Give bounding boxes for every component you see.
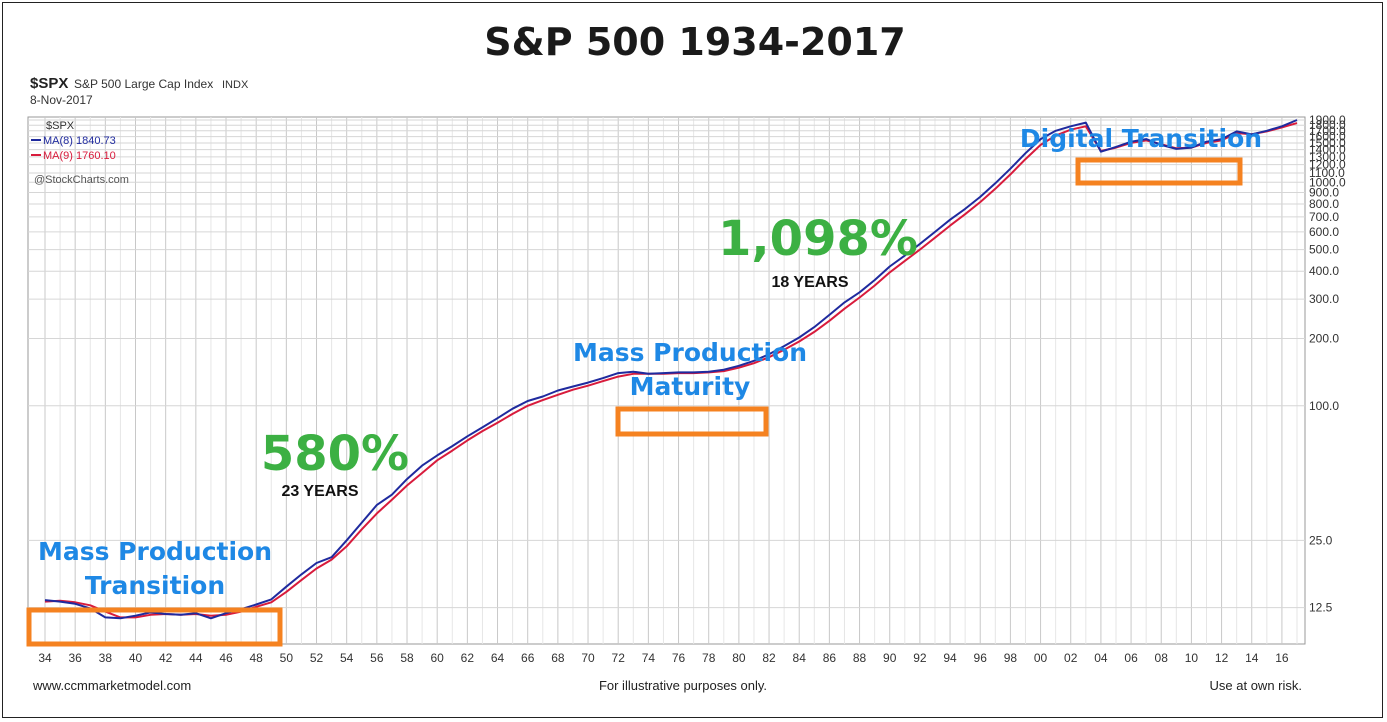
x-tick-label: 58 (400, 651, 414, 665)
x-tick-label: 82 (762, 651, 776, 665)
y-tick-label: 1100.0 (1309, 166, 1345, 180)
y-tick-label: 1000.0 (1309, 175, 1346, 189)
symbol-label: $SPX (30, 75, 68, 92)
x-tick-label: 66 (521, 651, 535, 665)
annotation-text: Mass Production (573, 338, 807, 367)
x-tick-label: 48 (250, 651, 264, 665)
x-tick-label: 44 (189, 651, 203, 665)
x-tick-label: 96 (974, 651, 988, 665)
x-tick-label: 78 (702, 651, 716, 665)
x-tick-label: 02 (1064, 651, 1078, 665)
plot-area (27, 116, 1306, 645)
footer-disclaimer: For illustrative purposes only. (599, 678, 767, 693)
annotation-pct: 580% (261, 426, 409, 482)
legend-symbol: $SPX (46, 120, 75, 132)
stockcharts-watermark: @StockCharts.com (34, 174, 129, 186)
x-tick-label: 00 (1034, 651, 1048, 665)
legend-ma9: MA(9) 1760.10 (43, 150, 116, 162)
x-tick-label: 90 (883, 651, 897, 665)
y-tick-label: 500.0 (1309, 243, 1339, 257)
x-tick-label: 98 (1004, 651, 1018, 665)
x-tick-label: 14 (1245, 651, 1259, 665)
x-tick-label: 76 (672, 651, 686, 665)
legend-ma8: MA(8) 1840.73 (43, 135, 116, 147)
x-tick-label: 12 (1215, 651, 1229, 665)
x-tick-label: 50 (280, 651, 294, 665)
x-tick-label: 36 (68, 651, 82, 665)
x-axis: 34 36 38 40 42 44 46 48 50 52 54 56 58 60 62 64 66 68 70 72… (38, 651, 1289, 665)
exchange-label: INDX (222, 79, 249, 91)
y-tick-label: 900.0 (1309, 186, 1339, 200)
footer-risk: Use at own risk. (1210, 678, 1302, 693)
x-tick-label: 74 (642, 651, 656, 665)
highlight-box-maturity (615, 406, 769, 437)
x-tick-label: 60 (431, 651, 445, 665)
x-tick-label: 40 (129, 651, 143, 665)
y-tick-label: 1800.0 (1309, 118, 1346, 132)
x-tick-label: 56 (370, 651, 384, 665)
x-tick-label: 06 (1124, 651, 1138, 665)
x-tick-label: 64 (491, 651, 505, 665)
x-tick-label: 38 (99, 651, 113, 665)
index-name: S&P 500 Large Cap Index (74, 77, 213, 91)
annotation-text: Transition (85, 571, 225, 600)
y-tick-label: 700.0 (1309, 210, 1339, 224)
x-tick-label: 70 (581, 651, 595, 665)
x-tick-label: 68 (551, 651, 565, 665)
x-tick-label: 34 (38, 651, 52, 665)
y-tick-label: 200.0 (1309, 331, 1339, 345)
highlight-box-digital (1075, 157, 1243, 186)
x-tick-label: 16 (1275, 651, 1289, 665)
y-tick-label: 300.0 (1309, 292, 1339, 306)
annotation-mass-production-maturity: Mass Production Maturity (573, 338, 807, 437)
x-tick-label: 62 (461, 651, 475, 665)
chart-title: S&P 500 1934-2017 (484, 20, 905, 64)
series-line-ma8 (44, 119, 1298, 620)
annotation-text: Digital Transition (1020, 124, 1262, 153)
annotation-pct: 1,098% (718, 211, 918, 267)
x-tick-label: 72 (612, 651, 626, 665)
x-tick-label: 04 (1094, 651, 1108, 665)
y-tick-label: 800.0 (1309, 197, 1339, 211)
y-tick-label: 1700.0 (1309, 124, 1346, 138)
x-tick-label: 86 (823, 651, 837, 665)
y-tick-label: 100.0 (1309, 399, 1339, 413)
annotation-years: 23 YEARS (281, 483, 358, 500)
grid (28, 117, 1305, 644)
x-tick-label: 42 (159, 651, 173, 665)
x-tick-label: 52 (310, 651, 324, 665)
y-tick-label: 25.0 (1309, 533, 1333, 547)
annotation-580-pct: 580% 23 YEARS (261, 426, 409, 500)
footer-website: www.ccmmarketmodel.com (32, 678, 191, 693)
annotation-1098-pct: 1,098% 18 YEARS (718, 211, 918, 291)
annotation-digital-transition: Digital Transition (1020, 124, 1262, 186)
x-tick-label: 46 (219, 651, 233, 665)
y-tick-label: 1400.0 (1309, 143, 1346, 157)
annotation-text: Mass Production (38, 537, 272, 566)
y-tick-label: 600.0 (1309, 225, 1339, 239)
x-tick-label: 94 (943, 651, 957, 665)
y-axis: 12.5 25.0 100.0 200.0 300.0 400.0 500.0 600.070… (1309, 113, 1346, 615)
y-tick-label: 1600.0 (1309, 130, 1346, 144)
x-tick-label: 92 (913, 651, 927, 665)
y-tick-label: 1900.0 (1309, 113, 1346, 127)
x-tick-label: 80 (732, 651, 746, 665)
y-tick-label: 1500.0 (1309, 136, 1346, 150)
highlight-box-transition (26, 607, 283, 647)
y-tick-label: 400.0 (1309, 264, 1339, 278)
annotation-mass-production-transition: Mass Production Transition (26, 537, 283, 647)
chart-date: 8-Nov-2017 (30, 93, 93, 107)
y-tick-label: 12.5 (1309, 601, 1333, 615)
x-tick-label: 54 (340, 651, 354, 665)
y-tick-label: 1200.0 (1309, 158, 1346, 172)
x-tick-label: 10 (1185, 651, 1199, 665)
annotation-years: 18 YEARS (771, 274, 848, 291)
x-tick-label: 84 (793, 651, 807, 665)
x-tick-label: 88 (853, 651, 867, 665)
y-tick-label: 1300.0 (1309, 150, 1346, 164)
x-tick-label: 08 (1155, 651, 1169, 665)
annotation-text: Maturity (630, 372, 751, 401)
